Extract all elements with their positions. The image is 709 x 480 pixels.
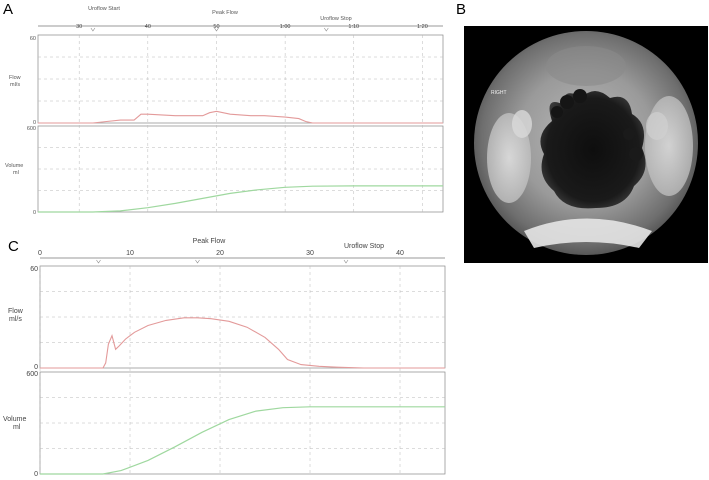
volume-ymax-label: 600 [26,371,38,378]
fluoroscopy-image: RIGHT [464,26,708,263]
panel-label-b: B [456,1,467,18]
x-tick-label: 1:00 [280,24,291,30]
event-marker [214,27,219,32]
flow-ymin-label: 0 [33,120,36,126]
event-marker [343,259,349,264]
contrast-filled-bladder [540,91,646,209]
event-marker [195,259,200,264]
volume-ymin-label: 0 [34,471,38,478]
panel-label-a: A [3,1,14,18]
right-iliac-wing [645,96,693,196]
volume-series-line [40,406,445,475]
orientation-marker: RIGHT [491,90,507,96]
uroflow-chart-c: Peak Flow Uroflow Stop 60 Flow ml/s 0 60… [3,238,446,478]
volume-axis-title-1: Volume [3,416,26,423]
event-marker [96,259,101,264]
flow-series-line [38,110,443,124]
x-tick-label: 1:10 [348,24,359,30]
voiding-cystogram-image: RIGHT [474,31,698,255]
x-tick-label: 0 [38,250,42,257]
volume-axis-title-1: Volume [5,163,23,169]
panel-label-c: C [8,238,19,255]
uroflow-chart-a: Uroflow Start Peak Flow Uroflow Stop 60 … [5,6,444,216]
x-tick-label: 40 [145,24,151,30]
sacrum [546,46,626,86]
event-marker [324,27,329,32]
flow-ymin-label: 0 [34,364,38,371]
event-label-peak: Peak Flow [212,10,238,16]
left-femoral-head [512,110,532,138]
x-tick-label: 30 [306,250,314,257]
bladder-diverticulum-3 [551,106,563,118]
bladder-diverticulum-5 [623,128,635,140]
x-tick-label: 30 [76,24,82,30]
x-tick-label: 10 [126,250,134,257]
volume-ymin-label: 0 [33,210,36,216]
flow-axis-title-1: Flow [8,308,24,315]
event-label-stop: Uroflow Stop [344,243,384,250]
event-label-peak: Peak Flow [193,238,227,245]
volume-ymax-label: 600 [27,126,36,132]
flow-axis-title-2: ml/s [10,82,20,88]
right-femoral-head [646,112,668,140]
x-tick-label: 20 [216,250,224,257]
volume-series-line [38,185,443,213]
flow-ymax-label: 60 [30,36,36,42]
volume-axis-title-2: ml [13,170,19,176]
event-label-stop: Uroflow Stop [320,16,352,22]
flow-series-line [40,317,445,369]
bladder-diverticulum-1 [560,95,574,109]
volume-axis-title-2: ml [13,424,21,431]
flow-axis-title-2: ml/s [9,316,22,323]
bladder-diverticulum-4 [629,147,643,161]
pubic-bones [524,218,652,248]
bladder-diverticulum-2 [573,89,587,103]
x-tick-label: 50 [213,24,219,30]
event-label-start: Uroflow Start [88,6,120,12]
x-tick-label: 40 [396,250,404,257]
flow-ymax-label: 60 [30,266,38,273]
flow-axis-title-1: Flow [9,75,21,81]
x-tick-label: 1:20 [417,24,428,30]
event-marker [90,27,96,32]
